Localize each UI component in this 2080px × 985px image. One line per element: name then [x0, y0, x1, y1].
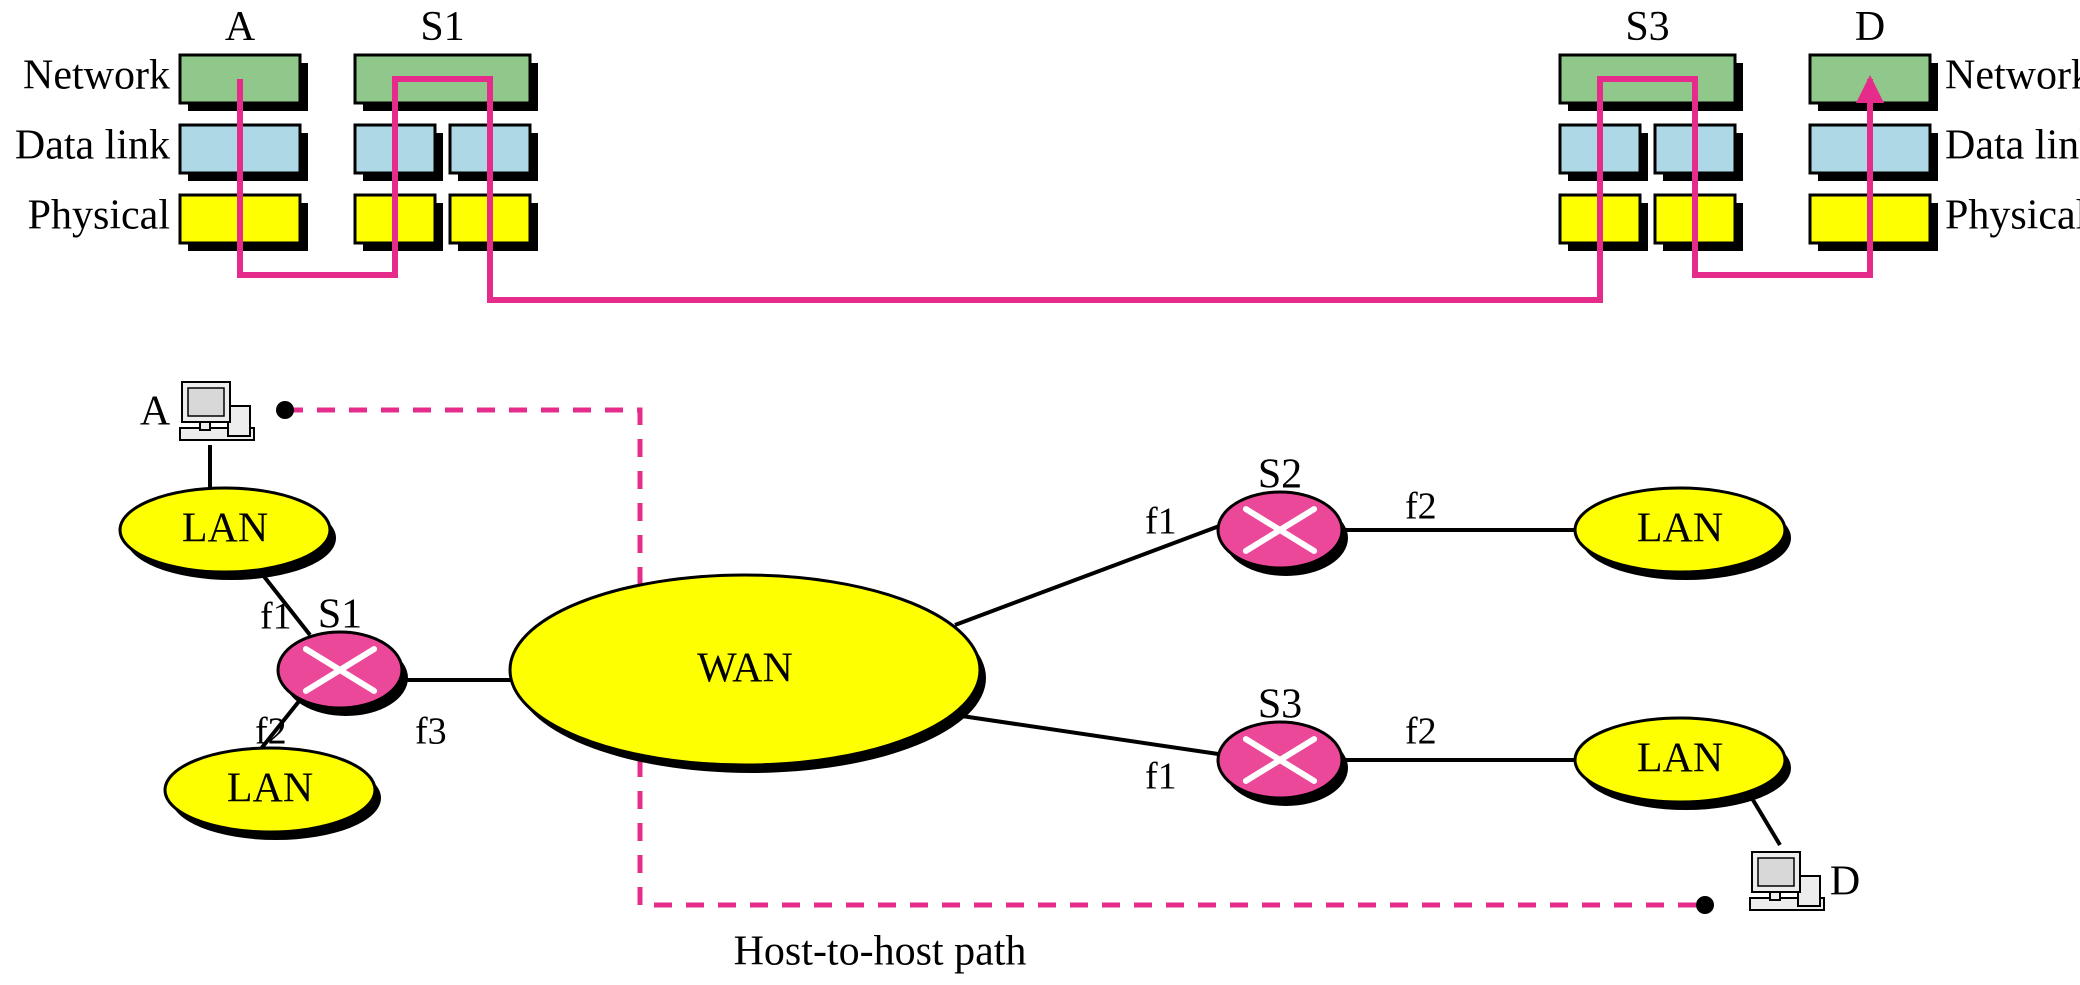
lan-lan1-label: LAN: [182, 506, 268, 552]
lan-lan4-label: LAN: [1637, 736, 1723, 782]
layer-label-left-0: Network: [23, 53, 170, 99]
host-path-dot-start: [276, 401, 294, 419]
port-label-S1-f3: f3: [415, 711, 447, 753]
host-label-D: D: [1830, 859, 1860, 905]
layer-label-right-0: Network: [1945, 53, 2080, 99]
link-4: [955, 525, 1222, 625]
stack-label-S1: S1: [420, 4, 464, 50]
layer-path: [240, 79, 1870, 300]
layer-label-left-2: Physical: [28, 193, 170, 239]
link-5: [955, 715, 1225, 755]
layer-label-right-2: Physical: [1945, 193, 2080, 239]
port-label-S1-f1: f1: [260, 596, 292, 638]
host-path-dot-end: [1696, 896, 1714, 914]
layer-label-right-1: Data link: [1945, 123, 2080, 169]
layer-label-left-1: Data link: [15, 123, 170, 169]
lan-lan3-label: LAN: [1637, 506, 1723, 552]
host-D-icon: [1750, 852, 1824, 910]
switch-S1-label: S1: [318, 592, 362, 638]
stack-label-D: D: [1855, 4, 1885, 50]
stack-label-A: A: [225, 4, 256, 50]
switch-S3-label: S3: [1258, 682, 1302, 728]
host-A-icon: [180, 382, 254, 440]
port-label-S2-f2: f2: [1405, 486, 1437, 528]
host-label-A: A: [140, 389, 171, 435]
host-path: [285, 410, 1705, 905]
switch-S2-label: S2: [1258, 452, 1302, 498]
port-label-S3-f2: f2: [1405, 711, 1437, 753]
port-label-S2-f1: f1: [1145, 501, 1177, 543]
wan-label: WAN: [697, 646, 793, 692]
port-label-S1-f2: f2: [255, 711, 287, 753]
lan-lan2-label: LAN: [227, 766, 313, 812]
port-label-S3-f1: f1: [1145, 756, 1177, 798]
host-path-label: Host-to-host path: [734, 929, 1027, 975]
stack-label-S3: S3: [1625, 4, 1669, 50]
link-8: [1750, 795, 1780, 845]
